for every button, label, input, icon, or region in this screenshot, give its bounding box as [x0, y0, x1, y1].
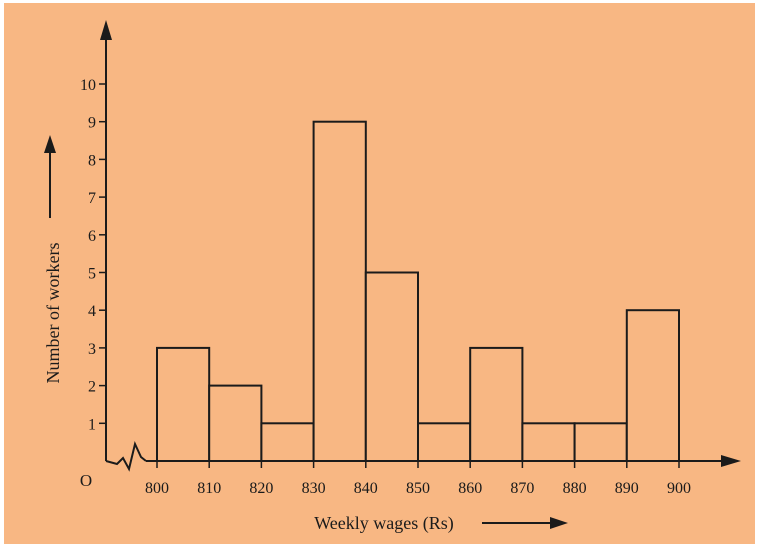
bar-820-830	[260, 422, 315, 462]
x-tick-label: 820	[249, 480, 273, 497]
y-tick-label: 7	[88, 190, 96, 207]
bar-840-850	[364, 271, 419, 462]
y-tick-label: 6	[88, 228, 96, 245]
bar-800-810	[156, 346, 211, 462]
x-label-arrowhead	[550, 517, 568, 529]
bar-890-900	[625, 309, 680, 463]
x-tick-label: 830	[302, 480, 326, 497]
x-tick-label: 860	[458, 480, 482, 497]
bar-860-870	[469, 346, 524, 462]
y-tick-label: 1	[88, 416, 96, 433]
x-axis-arrowhead	[721, 455, 741, 467]
y-ticks-group: 1 2 3 4 5 6 7 8 9 10	[80, 77, 106, 433]
bar-810-820	[208, 384, 263, 463]
x-tick-label: 810	[197, 480, 221, 497]
bar-850-860	[417, 422, 472, 462]
y-axis-label: Number of workers	[43, 243, 63, 384]
y-tick-label: 2	[88, 379, 96, 396]
y-tick-label: 10	[80, 77, 96, 94]
x-axis-label: Weekly wages (Rs)	[314, 513, 454, 534]
chart-panel: 1 2 3 4 5 6 7 8 9 10 800 810 820 830 840 850 860 870 880 8…	[4, 3, 755, 544]
y-tick-label: 5	[88, 266, 96, 283]
x-ticks-group: 800 810 820 830 840 850 860 870 880 890 900	[145, 461, 691, 497]
y-tick-label: 3	[88, 341, 96, 358]
bars-group	[156, 120, 680, 463]
x-tick-label: 800	[145, 480, 169, 497]
y-tick-label: 8	[88, 152, 96, 169]
x-tick-label: 840	[354, 480, 378, 497]
x-tick-label: 890	[615, 480, 639, 497]
bar-880-890	[573, 422, 628, 462]
x-tick-label: 870	[510, 480, 534, 497]
x-tick-label: 880	[563, 480, 587, 497]
x-tick-label: 900	[667, 480, 691, 497]
origin-label: O	[80, 471, 92, 490]
y-label-arrowhead	[44, 135, 56, 153]
bar-830-840	[312, 120, 367, 462]
y-axis-arrowhead	[100, 20, 112, 40]
axis-break	[105, 440, 147, 472]
x-tick-label: 850	[406, 480, 430, 497]
y-tick-label: 9	[88, 115, 96, 132]
y-tick-label: 4	[88, 303, 96, 320]
bar-870-880	[521, 422, 576, 462]
